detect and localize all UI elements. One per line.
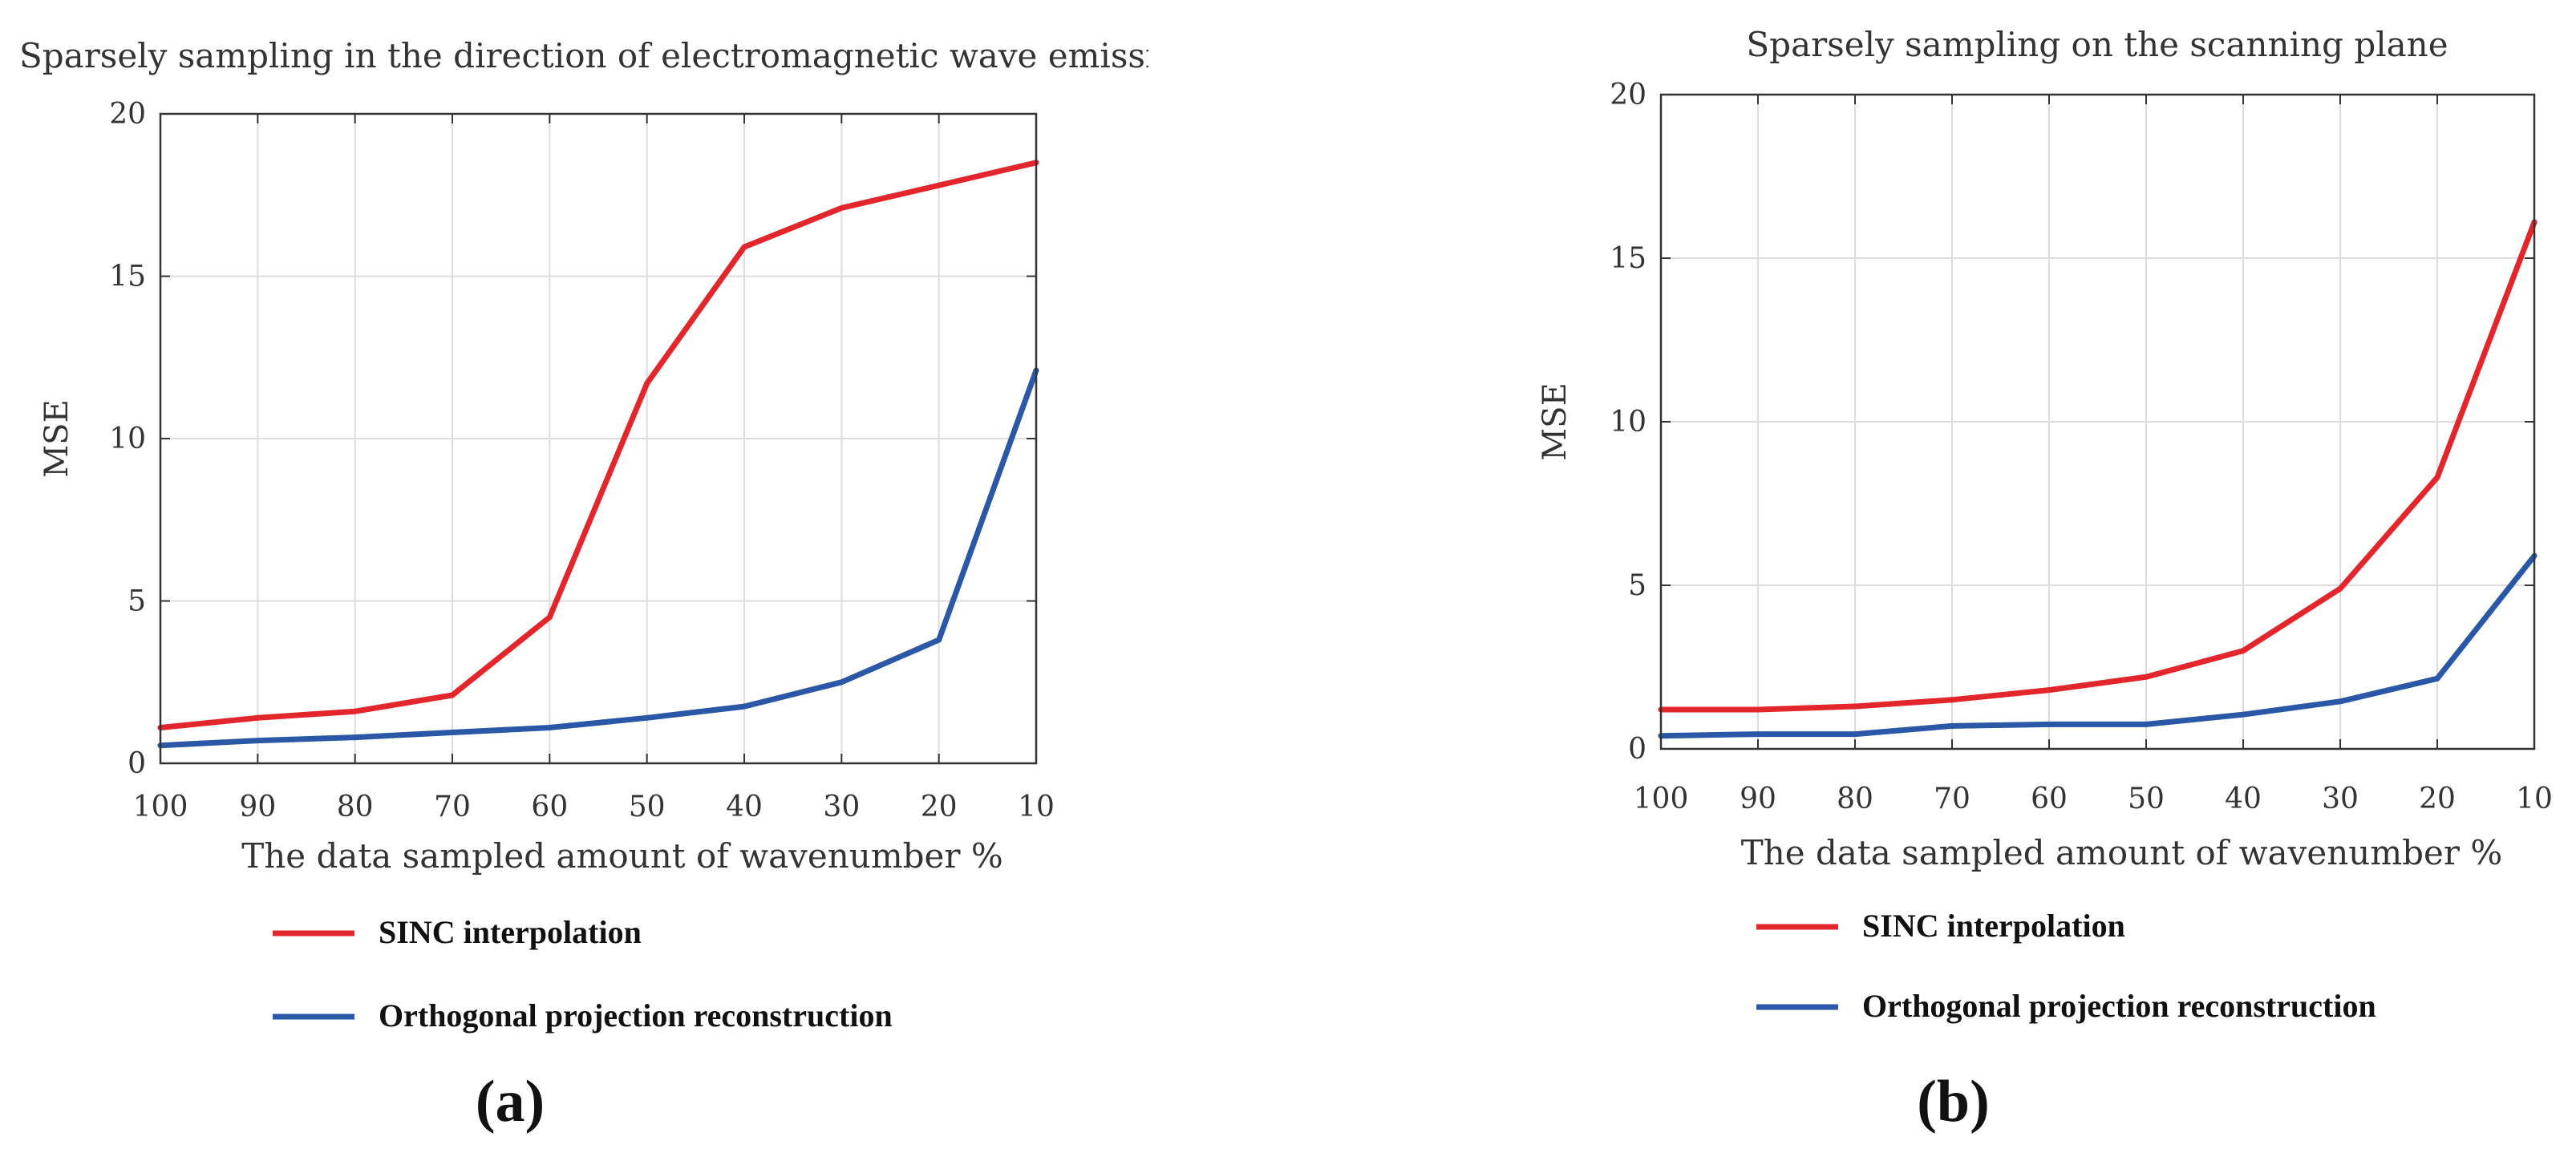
series-1-point [838,679,844,686]
series-1-point [1949,722,1955,729]
x-tick-label: 30 [2322,783,2359,815]
series-0-point [2434,474,2440,480]
series-line-0 [157,160,1039,730]
series-line-1 [157,367,1039,749]
series-1-point [2143,721,2149,727]
panel-label: (b) [1917,1069,1989,1135]
series-0-point [741,244,747,250]
series-1-point [1852,731,1858,738]
x-tick-label: 60 [531,791,568,823]
x-tick-label: 80 [337,791,374,823]
legend: SINC interpolation Orthogonal projection … [273,914,893,1034]
y-tick-label: 20 [1610,79,1646,111]
chart-title: Sparsely sampling in the direction of el… [19,36,1198,75]
series-0-point [1755,706,1761,713]
y-tick-label: 10 [1610,406,1646,439]
legend: SINC interpolation Orthogonal projection … [1756,908,2376,1024]
x-tick-label: 90 [1740,783,1776,815]
x-tick-label: 70 [434,791,471,823]
series-1-point [2046,721,2052,727]
y-tick-label: 15 [1610,242,1646,275]
series-0-point [936,182,942,188]
y-axis-label: MSE [1537,382,1574,461]
series-1-point [2337,698,2343,705]
series-0-point [1852,703,1858,710]
series-1-point [254,738,261,744]
x-tick-label: 40 [2225,783,2262,815]
x-tick-label: 10 [2516,783,2553,815]
x-axis-label: The data sampled amount of wavenumber % [1741,833,2503,872]
series-0-point [546,614,553,621]
series-1-point [644,714,650,721]
series-1-point [1755,731,1761,738]
series-0-point [449,692,456,698]
x-tick-label: 10 [1018,791,1055,823]
series-0-point [1949,697,1955,703]
x-tick-label: 20 [2419,783,2456,815]
y-tick-label: 5 [1628,569,1646,602]
series-0-point [2240,648,2246,654]
series-1-point [352,734,358,741]
x-tick-label: 80 [1837,783,1873,815]
x-tick-label: 60 [2031,783,2068,815]
series-0-point [2046,687,2052,694]
x-tick-label: 40 [726,791,763,823]
legend-label-1: Orthogonal projection reconstruction [1862,988,2376,1024]
series-1-point [936,637,942,643]
x-tick-label: 50 [629,791,666,823]
y-tick-label: 5 [128,585,146,618]
x-tick-label: 30 [823,791,860,823]
x-tick-label: 100 [1634,783,1689,815]
legend-label-1: Orthogonal projection reconstruction [379,997,893,1034]
x-tick-label: 70 [1934,783,1970,815]
chart-title: Sparsely sampling on the scanning plane [1746,25,2448,64]
series-0-point [2143,674,2149,680]
y-tick-label: 0 [128,747,146,780]
series-1-point [546,724,553,730]
series-0-point [254,714,261,721]
x-tick-label: 90 [239,791,276,823]
series-1-point [2240,711,2246,718]
series-1-point [449,730,456,736]
y-axis-label: MSE [38,399,75,478]
y-tick-label: 15 [109,261,146,293]
x-tick-label: 50 [2128,783,2165,815]
legend-label-0: SINC interpolation [379,914,642,950]
series-1-point [2434,675,2440,682]
legend-label-0: SINC interpolation [1862,908,2125,944]
series-1-point [741,703,747,710]
series-line-0 [1658,219,2538,713]
x-axis-label: The data sampled amount of wavenumber % [241,836,1003,876]
series-0-point [644,380,650,386]
series-line-1 [1658,552,2538,739]
panel-label: (a) [476,1069,545,1135]
y-tick-label: 20 [109,98,146,131]
x-tick-label: 100 [133,791,188,823]
series-0-point [352,708,358,714]
y-tick-label: 0 [1628,733,1646,766]
x-tick-label: 20 [921,791,958,823]
series-0-point [2337,585,2343,592]
y-tick-label: 10 [109,423,146,455]
series-0-point [838,204,844,211]
